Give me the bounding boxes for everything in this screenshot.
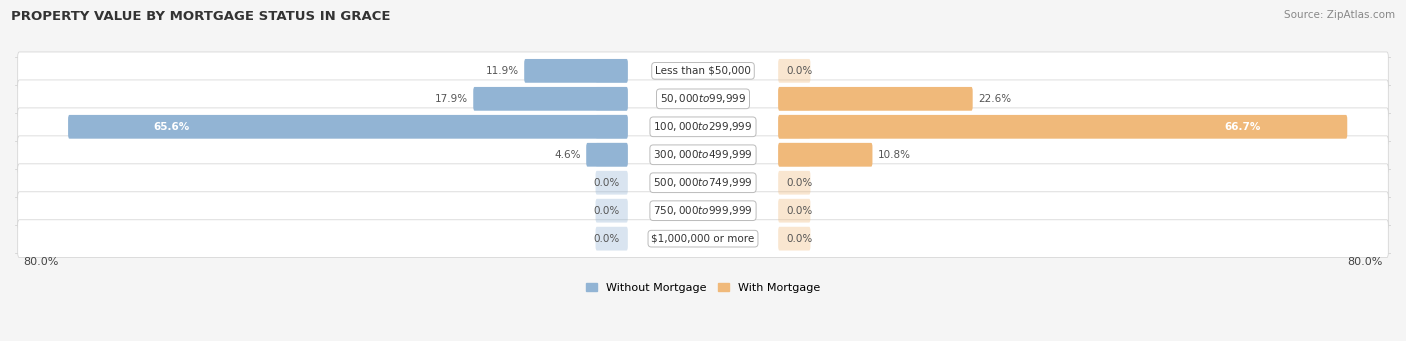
- FancyBboxPatch shape: [596, 227, 628, 251]
- Text: 80.0%: 80.0%: [1347, 256, 1382, 267]
- FancyBboxPatch shape: [18, 220, 1388, 257]
- Text: 0.0%: 0.0%: [593, 206, 620, 216]
- FancyBboxPatch shape: [596, 87, 628, 111]
- FancyBboxPatch shape: [778, 227, 810, 251]
- FancyBboxPatch shape: [778, 115, 810, 139]
- Text: $300,000 to $499,999: $300,000 to $499,999: [654, 148, 752, 161]
- FancyBboxPatch shape: [778, 87, 810, 111]
- Text: $100,000 to $299,999: $100,000 to $299,999: [654, 120, 752, 133]
- Text: 0.0%: 0.0%: [786, 66, 813, 76]
- Text: Less than $50,000: Less than $50,000: [655, 66, 751, 76]
- FancyBboxPatch shape: [596, 115, 628, 139]
- FancyBboxPatch shape: [18, 192, 1388, 229]
- Text: 17.9%: 17.9%: [434, 94, 468, 104]
- Text: Source: ZipAtlas.com: Source: ZipAtlas.com: [1284, 10, 1395, 20]
- Text: 0.0%: 0.0%: [786, 178, 813, 188]
- Text: $750,000 to $999,999: $750,000 to $999,999: [654, 204, 752, 217]
- FancyBboxPatch shape: [778, 115, 1347, 139]
- Text: $1,000,000 or more: $1,000,000 or more: [651, 234, 755, 244]
- Text: $50,000 to $99,999: $50,000 to $99,999: [659, 92, 747, 105]
- FancyBboxPatch shape: [596, 59, 628, 83]
- Text: 0.0%: 0.0%: [786, 206, 813, 216]
- FancyBboxPatch shape: [524, 59, 628, 83]
- Text: 0.0%: 0.0%: [593, 234, 620, 244]
- FancyBboxPatch shape: [778, 87, 973, 111]
- FancyBboxPatch shape: [778, 143, 810, 167]
- FancyBboxPatch shape: [778, 171, 810, 195]
- Text: 66.7%: 66.7%: [1225, 122, 1261, 132]
- FancyBboxPatch shape: [18, 52, 1388, 90]
- FancyBboxPatch shape: [18, 108, 1388, 146]
- FancyBboxPatch shape: [586, 143, 628, 167]
- FancyBboxPatch shape: [778, 143, 873, 167]
- FancyBboxPatch shape: [67, 115, 628, 139]
- FancyBboxPatch shape: [596, 171, 628, 195]
- Legend: Without Mortgage, With Mortgage: Without Mortgage, With Mortgage: [582, 279, 824, 298]
- FancyBboxPatch shape: [18, 164, 1388, 202]
- Text: $500,000 to $749,999: $500,000 to $749,999: [654, 176, 752, 189]
- FancyBboxPatch shape: [18, 80, 1388, 118]
- FancyBboxPatch shape: [596, 199, 628, 223]
- Text: 80.0%: 80.0%: [24, 256, 59, 267]
- Text: 11.9%: 11.9%: [485, 66, 519, 76]
- Text: 65.6%: 65.6%: [153, 122, 190, 132]
- FancyBboxPatch shape: [474, 87, 628, 111]
- Text: 10.8%: 10.8%: [877, 150, 911, 160]
- Text: 22.6%: 22.6%: [979, 94, 1011, 104]
- Text: 0.0%: 0.0%: [593, 178, 620, 188]
- FancyBboxPatch shape: [596, 143, 628, 167]
- FancyBboxPatch shape: [778, 199, 810, 223]
- Text: 0.0%: 0.0%: [786, 234, 813, 244]
- Text: PROPERTY VALUE BY MORTGAGE STATUS IN GRACE: PROPERTY VALUE BY MORTGAGE STATUS IN GRA…: [11, 10, 391, 23]
- FancyBboxPatch shape: [778, 59, 810, 83]
- FancyBboxPatch shape: [18, 136, 1388, 174]
- Text: 4.6%: 4.6%: [554, 150, 581, 160]
